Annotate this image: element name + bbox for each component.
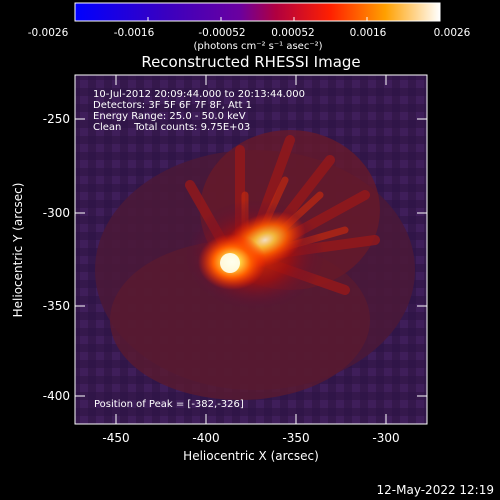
- peak-position-label: Position of Peak = [-382,-326]: [94, 399, 244, 410]
- rhessi-image: [75, 75, 427, 424]
- colorbar-tick-label: -0.0026: [28, 27, 69, 39]
- x-tick-label: -450: [102, 431, 129, 445]
- y-tick-label: -400: [43, 389, 70, 403]
- colorbar-unit-label: (photons cm⁻² s⁻¹ asec⁻²): [193, 41, 322, 52]
- colorbar-tick-label: -0.0016: [114, 27, 155, 39]
- info-detectors: Detectors: 3F 5F 6F 7F 8F, Att 1: [93, 100, 252, 111]
- y-tick-label: -350: [43, 299, 70, 313]
- colorbar: [74, 2, 441, 22]
- y-tick-label: -250: [43, 112, 70, 126]
- y-tick-label: -300: [43, 206, 70, 220]
- x-tick-label: -300: [372, 431, 399, 445]
- y-axis-label: Heliocentric Y (arcsec): [11, 183, 25, 318]
- x-axis-label: Heliocentric X (arcsec): [183, 449, 319, 463]
- colorbar-tick-label: 0.0026: [434, 27, 471, 39]
- x-axis-ticks: [115, 75, 387, 424]
- colorbar-tick-label: 0.0016: [350, 27, 387, 39]
- x-tick-label: -400: [192, 431, 219, 445]
- plot-title: Reconstructed RHESSI Image: [141, 53, 360, 71]
- timestamp: 12-May-2022 12:19: [377, 483, 494, 497]
- colorbar-tick-label: 0.00052: [271, 27, 314, 39]
- info-clean-counts: Clean Total counts: 9.75E+03: [93, 122, 250, 133]
- plot-frame: [74, 74, 428, 425]
- info-time-range: 10-Jul-2012 20:09:44.000 to 20:13:44.000: [93, 89, 305, 100]
- colorbar-ticks: [74, 17, 441, 21]
- x-tick-label: -350: [282, 431, 309, 445]
- y-axis-ticks: [75, 118, 427, 397]
- info-energy-range: Energy Range: 25.0 - 50.0 keV: [93, 111, 246, 122]
- colorbar-tick-label: -0.00052: [198, 27, 245, 39]
